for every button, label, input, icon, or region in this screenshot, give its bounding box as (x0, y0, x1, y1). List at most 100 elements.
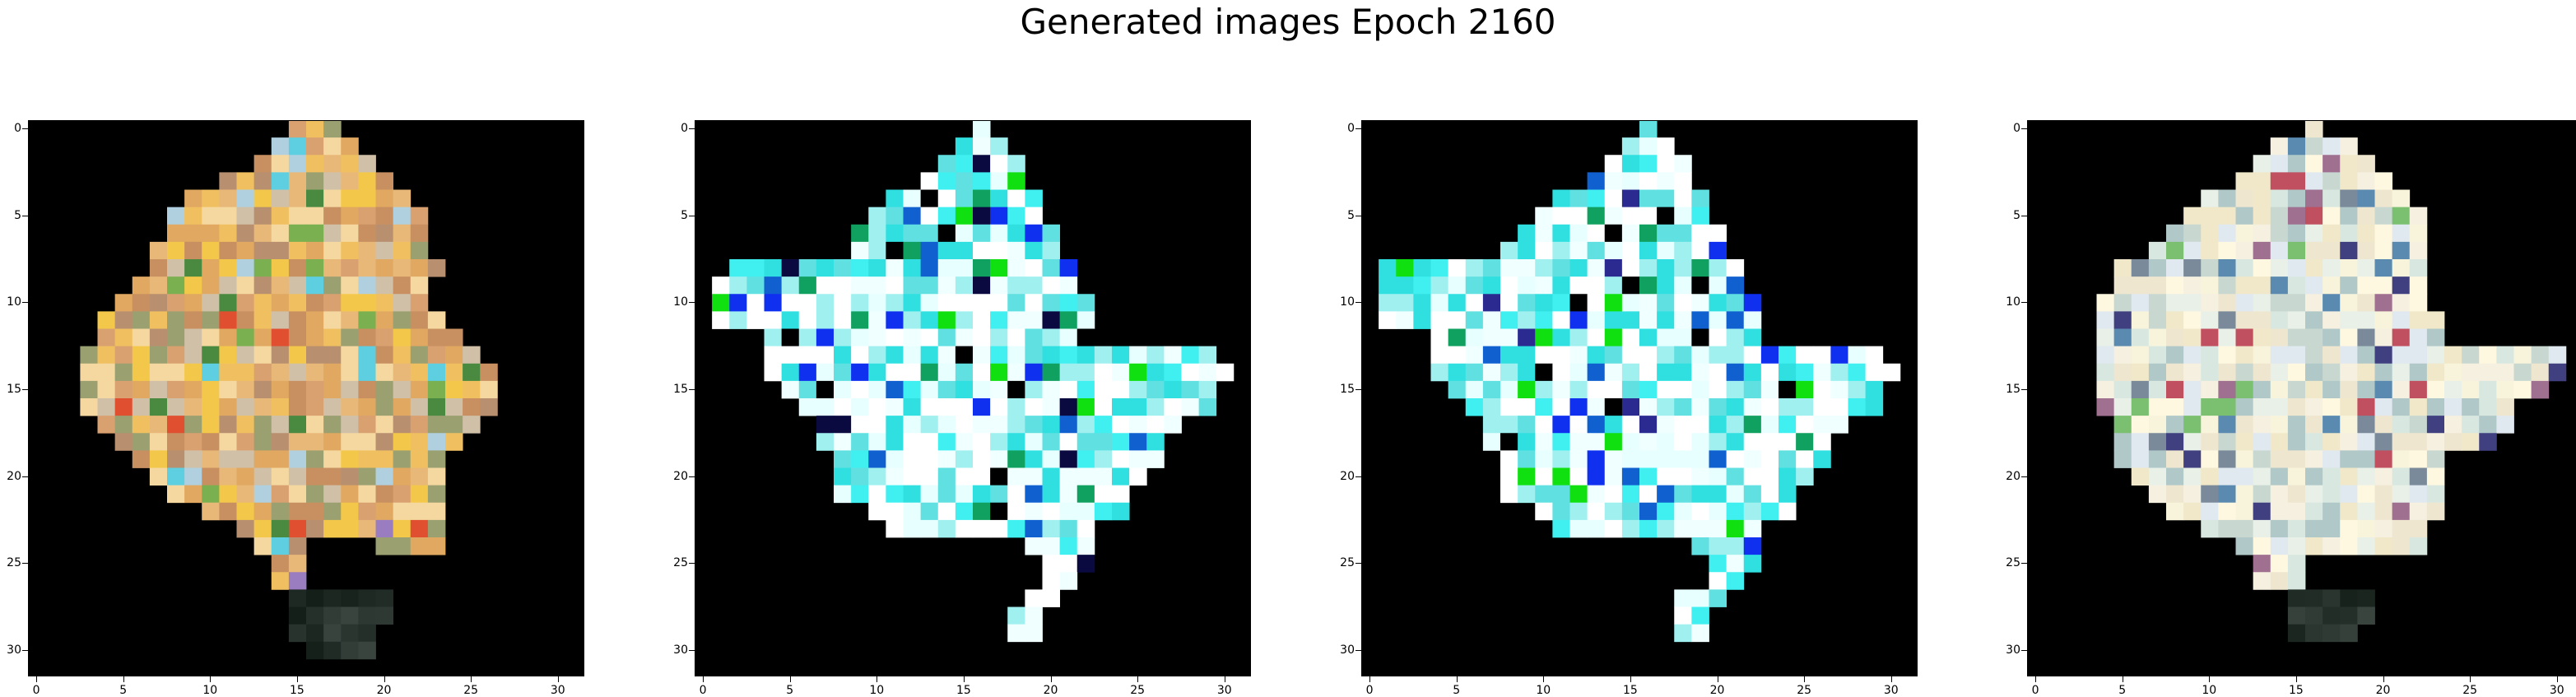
y-tick-label: 25 (2006, 556, 2020, 570)
pixel-cell (1587, 416, 1606, 434)
pixel-cell (955, 241, 974, 260)
pixel-cell (358, 624, 376, 643)
pixel-cell (2392, 398, 2411, 416)
pixel-cell (1691, 519, 1709, 538)
pixel-cell (184, 346, 202, 365)
pixel-cell (1709, 259, 1727, 277)
x-tick (2470, 676, 2471, 682)
pixel-cell (920, 189, 939, 208)
pixel-cell (410, 380, 429, 399)
pixel-cell (1535, 433, 1553, 451)
pixel-cell (1779, 346, 1797, 365)
pixel-cell (1396, 259, 1414, 277)
pixel-cell (1674, 259, 1692, 277)
pixel-cell (1639, 172, 1658, 190)
pixel-cell (1587, 207, 1606, 225)
pixel-cell (1639, 207, 1658, 225)
pixel-cell (2340, 433, 2358, 451)
y-tick-label: 5 (681, 208, 688, 222)
pixel-cell (2166, 311, 2184, 329)
pixel-cell (1518, 224, 1536, 243)
pixel-cell (937, 224, 956, 243)
pixel-cell (2253, 259, 2271, 277)
pixel-cell (1639, 502, 1658, 521)
pixel-cell (375, 467, 394, 486)
pixel-cell (253, 467, 272, 486)
pixel-cell (2253, 172, 2271, 190)
pixel-cell (2479, 363, 2497, 382)
pixel-cell (2131, 276, 2150, 295)
pixel-cell (1587, 241, 1606, 260)
pixel-cell (2166, 450, 2184, 468)
pixel-cell (2305, 311, 2323, 329)
pixel-cell (1674, 294, 1692, 312)
pixel-cell (167, 241, 185, 260)
pixel-cell (1007, 485, 1025, 504)
pixel-cell (253, 276, 272, 295)
pixel-cell (2218, 398, 2236, 416)
pixel-cell (886, 294, 904, 312)
pixel-cell (1025, 276, 1043, 295)
pixel-cell (1639, 450, 1658, 468)
pixel-cell (2513, 346, 2532, 365)
pixel-cell (868, 241, 886, 260)
pixel-cell (834, 346, 852, 365)
pixel-cell (2409, 398, 2428, 416)
pixel-cell (2392, 328, 2411, 347)
pixel-cell (886, 519, 904, 538)
pixel-cell (955, 519, 974, 538)
pixel-cell (184, 398, 202, 416)
pixel-cell (2253, 537, 2271, 555)
pixel-cell (1025, 519, 1043, 538)
pixel-cell (1604, 519, 1623, 538)
pixel-cell (2166, 363, 2184, 382)
pixel-cell (1587, 398, 1606, 416)
pixel-cell (973, 155, 991, 173)
pixel-cell (393, 450, 412, 468)
pixel-cell (1552, 346, 1570, 365)
pixel-cell (868, 380, 886, 399)
pixel-cell (834, 276, 852, 295)
pixel-cell (393, 294, 412, 312)
pixel-cell (2218, 363, 2236, 382)
pixel-cell (341, 346, 359, 365)
pixel-cell (1552, 519, 1570, 538)
pixel-cell (1112, 502, 1130, 521)
pixel-cell (1465, 380, 1484, 399)
pixel-cell (219, 346, 237, 365)
pixel-cell (323, 189, 342, 208)
pixel-cell (202, 241, 220, 260)
pixel-cell (1413, 294, 1431, 312)
pixel-cell (764, 346, 783, 365)
pixel-cell (886, 311, 904, 329)
x-tick-label: 5 (786, 684, 794, 697)
pixel-cell (1587, 450, 1606, 468)
pixel-cell (341, 224, 359, 243)
pixel-cell (1112, 485, 1130, 504)
pixel-cell (410, 311, 429, 329)
pixel-cell (1691, 294, 1709, 312)
pixel-cell (1535, 276, 1553, 295)
pixel-cell (2113, 346, 2132, 365)
pixel-cell (886, 485, 904, 504)
pixel-cell (306, 380, 324, 399)
pixel-cell (253, 380, 272, 399)
pixel-cell (253, 519, 272, 538)
pixel-cell (1164, 416, 1182, 434)
x-tick-label: 10 (202, 684, 218, 697)
pixel-cell (2340, 398, 2358, 416)
pixel-cell (886, 259, 904, 277)
pixel-cell (955, 433, 974, 451)
pixel-cell (1674, 450, 1692, 468)
pixel-cell (306, 224, 324, 243)
pixel-cell (1518, 276, 1536, 295)
pixel-cell (1007, 363, 1025, 382)
y-tick (689, 476, 695, 477)
pixel-cell (2287, 398, 2306, 416)
pixel-cell (341, 172, 359, 190)
pixel-cell (851, 398, 869, 416)
pixel-cell (358, 502, 376, 521)
pixel-cell (1865, 346, 1884, 365)
pixel-cell (410, 207, 429, 225)
pixel-cell (1726, 416, 1745, 434)
